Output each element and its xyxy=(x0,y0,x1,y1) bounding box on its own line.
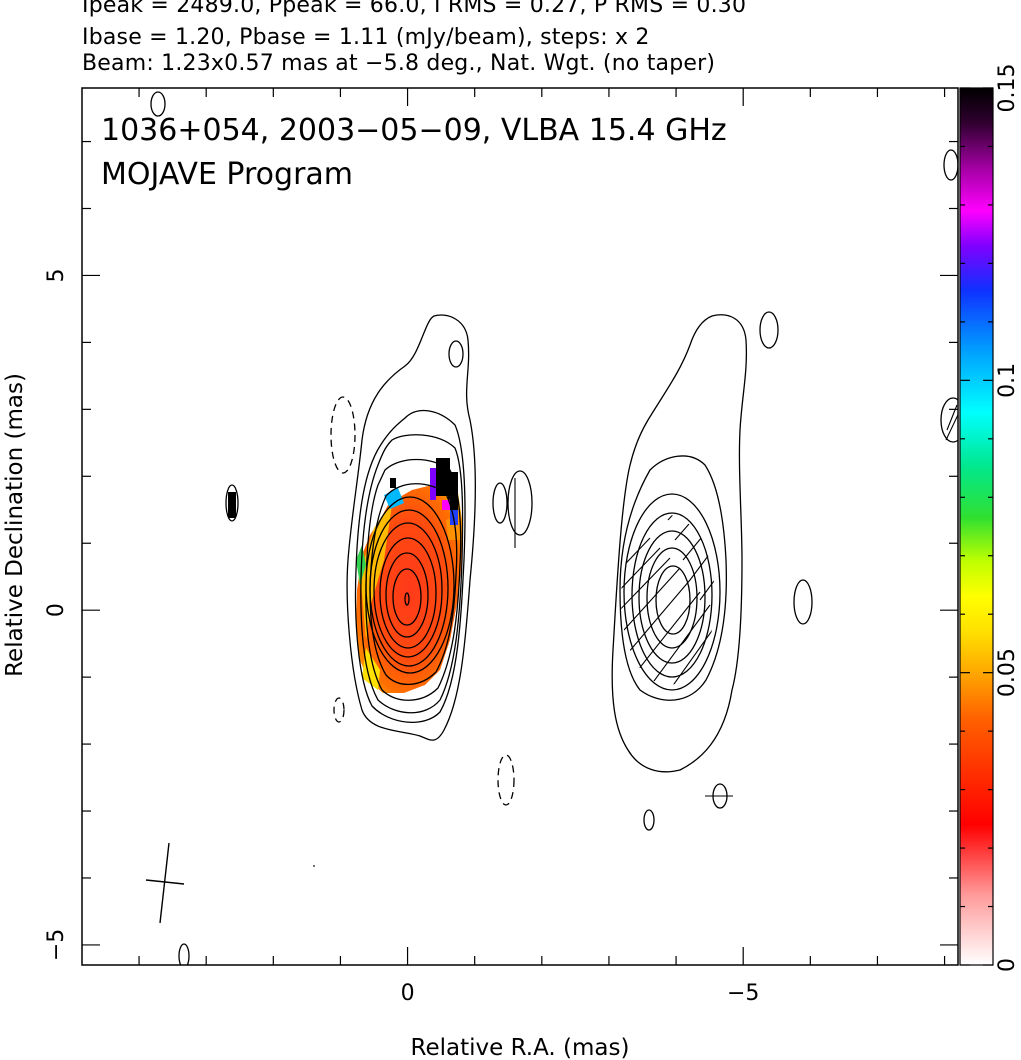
core-contours xyxy=(346,314,476,741)
noise-contours xyxy=(150,91,958,965)
y-axis-ticks xyxy=(82,140,958,946)
colorbar xyxy=(959,87,994,966)
core-pol-pixel-violet xyxy=(430,468,436,500)
noise-ticks xyxy=(313,404,958,867)
colorbar-tick-label: 0.15 xyxy=(995,64,1020,113)
x-axis-tick-labels: 0 −5 xyxy=(401,981,760,1006)
core-pol-pixel-magenta xyxy=(442,500,450,510)
chart-title: 1036+054, 2003−05−09, VLBA 15.4 GHz xyxy=(101,113,727,148)
x-axis-ticks xyxy=(138,88,946,965)
header-stats-line-1: Ipeak = 2489.0, Ppeak = 66.0, I RMS = 0.… xyxy=(82,0,747,18)
y-tick-label: 5 xyxy=(44,268,69,282)
core-pol-edge-yellow-lower xyxy=(362,648,380,690)
colorbar-tick-label: 0.1 xyxy=(995,363,1020,398)
x-axis-label: Relative R.A. (mas) xyxy=(411,1035,630,1060)
y-tick-label: −5 xyxy=(44,929,69,961)
y-axis-label: Relative Declination (mas) xyxy=(2,373,28,677)
plot-frame xyxy=(81,87,959,966)
x-tick-label: 0 xyxy=(401,981,415,1006)
header-stats-line-2: Ibase = 1.20, Pbase = 1.11 (mJy/beam), s… xyxy=(82,25,650,50)
colorbar-tick-labels: 0 0.05 0.1 0.15 xyxy=(995,64,1020,972)
core-pol-pixel-black xyxy=(436,458,458,510)
colorbar-ticks xyxy=(960,87,993,966)
map-layer xyxy=(145,91,958,965)
colorbar-tick-label: 0.05 xyxy=(995,648,1020,697)
negative-contours xyxy=(330,396,515,806)
isolated-pol-pixel xyxy=(228,492,236,518)
core-pol-pixel-black-small xyxy=(390,478,396,488)
colorbar-tick-label: 0 xyxy=(995,958,1020,972)
y-tick-label: 0 xyxy=(44,603,69,617)
header-beam-line: Beam: 1.23x0.57 mas at −5.8 deg., Nat. W… xyxy=(82,51,716,76)
y-axis-tick-labels: 5 0 −5 xyxy=(44,268,69,961)
counterpart-contours xyxy=(611,314,748,773)
x-tick-label: −5 xyxy=(727,981,759,1006)
chart-subtitle: MOJAVE Program xyxy=(101,157,353,192)
beam-cross xyxy=(145,842,185,924)
core-pol-edge-yellow xyxy=(360,505,392,640)
